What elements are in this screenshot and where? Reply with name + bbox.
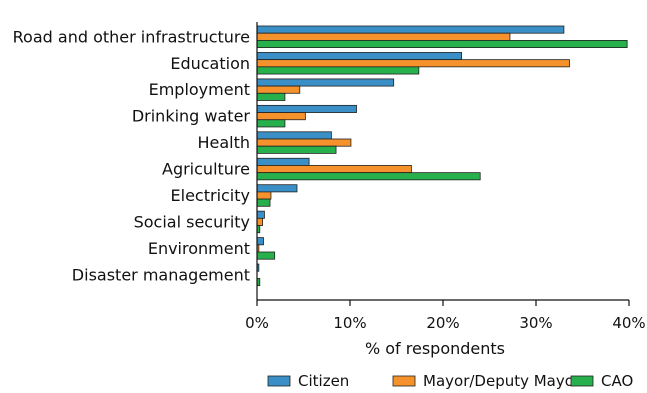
- bar-cao-0: [256, 40, 628, 49]
- x-tick-label-3: 30%: [519, 314, 552, 332]
- category-label-8: Environment: [148, 239, 250, 258]
- bar-citizen-4: [256, 131, 332, 140]
- category-label-7: Social security: [134, 212, 250, 231]
- category-label-9: Disaster management: [72, 265, 250, 284]
- bar-cao-4: [256, 145, 337, 154]
- bar-citizen-2: [256, 78, 395, 87]
- category-label-1: Education: [170, 54, 250, 73]
- category-label-4: Health: [197, 133, 250, 152]
- bar-cao-3: [256, 119, 286, 128]
- bar-mayor-4: [256, 138, 352, 147]
- legend-label-1: Mayor/Deputy Mayor: [423, 372, 581, 390]
- bar-mayor-3: [256, 112, 306, 121]
- legend-label-2: CAO: [601, 372, 633, 390]
- x-tick-label-2: 20%: [426, 314, 459, 332]
- legend: Citizen Mayor/Deputy Mayor CAO: [267, 372, 633, 390]
- category-label-3: Drinking water: [132, 107, 251, 126]
- bar-mayor-6: [256, 191, 272, 200]
- category-label-0: Road and other infrastructure: [13, 27, 250, 46]
- x-axis-ticks: 0% 10% 20% 30% 40%: [245, 300, 646, 332]
- legend-swatch-1: [392, 375, 416, 387]
- x-tick-label-1: 10%: [333, 314, 366, 332]
- bar-citizen-1: [256, 52, 463, 61]
- x-tick-label-0: 0%: [245, 314, 269, 332]
- x-axis-title: % of respondents: [365, 339, 505, 358]
- bar-citizen-5: [256, 157, 310, 166]
- bar-cao-1: [256, 66, 420, 75]
- x-tick-label-4: 40%: [612, 314, 645, 332]
- bar-mayor-1: [256, 59, 570, 68]
- bars-group: [256, 25, 628, 287]
- bar-citizen-0: [256, 25, 565, 34]
- bar-mayor-5: [256, 165, 412, 174]
- bar-citizen-7: [256, 210, 265, 219]
- bar-mayor-7: [256, 217, 263, 226]
- category-label-6: Electricity: [171, 186, 250, 205]
- bar-cao-6: [256, 198, 271, 207]
- legend-swatch-0: [267, 375, 291, 387]
- category-label-5: Agriculture: [162, 160, 250, 179]
- bar-cao-2: [256, 92, 286, 101]
- bar-citizen-3: [256, 104, 357, 113]
- bar-citizen-6: [256, 184, 298, 193]
- legend-swatch-2: [570, 375, 594, 387]
- bar-cao-8: [256, 251, 276, 260]
- category-labels: Road and other infrastructure Education Em…: [13, 27, 251, 284]
- category-label-2: Employment: [149, 80, 250, 99]
- bar-cao-5: [256, 172, 481, 181]
- bar-citizen-8: [256, 237, 264, 246]
- legend-label-0: Citizen: [298, 372, 349, 390]
- bar-mayor-2: [256, 85, 301, 94]
- bar-mayor-0: [256, 32, 511, 41]
